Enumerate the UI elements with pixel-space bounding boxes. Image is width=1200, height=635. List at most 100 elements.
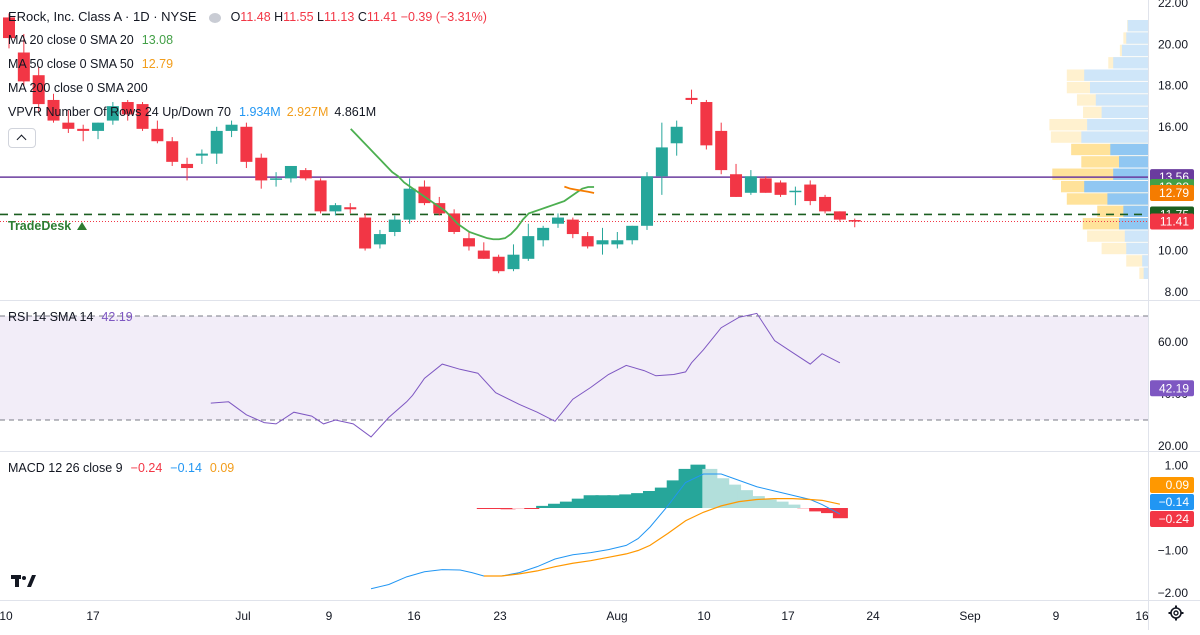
candle-body [106, 106, 119, 121]
candle-body [255, 157, 268, 181]
vpvr-bar-up [1124, 230, 1148, 242]
candle-body [789, 190, 802, 193]
candle-body [819, 196, 832, 212]
candle [210, 126, 223, 164]
price-axis-tick: 18.00 [1158, 79, 1188, 93]
macd-last-label: 0.09 [1150, 477, 1194, 493]
macd-last-label-box [1150, 494, 1194, 510]
candle [166, 137, 179, 166]
candle [685, 89, 698, 105]
macd-histogram-bar [678, 468, 694, 508]
ma20-line [350, 128, 595, 241]
time-axis-tick: 10 [697, 609, 711, 623]
candle [730, 163, 743, 197]
ma200-legend[interactable]: MA 200 close 0 SMA 200 [8, 80, 148, 96]
vpvr-bar-up [1121, 44, 1148, 57]
rsi-band-fill [0, 316, 1148, 420]
candle-body [403, 188, 416, 220]
candle-body [210, 130, 223, 154]
candle-body [388, 219, 401, 232]
vpvr-label: VPVR Number Of Rows 24 Up/Down 70 [8, 105, 232, 119]
candle [121, 99, 134, 121]
vpvr-total-value: 4.861M [334, 105, 377, 119]
candle-body [477, 250, 490, 259]
symbol-title[interactable]: ERock, Inc. Class A · 1D · NYSE [8, 9, 197, 24]
ma20-legend[interactable]: MA 20 close 0 SMA 20 13.08 [8, 32, 173, 48]
candle [47, 93, 60, 123]
candle-body [47, 99, 60, 121]
visibility-eye-icon[interactable] [208, 12, 221, 23]
candle [299, 168, 312, 181]
macd-histogram-bar [548, 503, 564, 508]
macd-last-label-text: −0.14 [1159, 495, 1190, 509]
candle [92, 122, 105, 140]
close-value: 11.41 [366, 10, 398, 24]
rsi-last-label-text: 42.19 [1159, 381, 1189, 395]
time-axis-tick: Jul [235, 609, 250, 623]
macd-histogram-bar [832, 508, 848, 519]
vpvr-legend[interactable]: VPVR Number Of Rows 24 Up/Down 70 1.934M 2… [8, 104, 376, 120]
ma50-label: MA 50 close 0 SMA 50 [8, 57, 134, 71]
rsi-legend[interactable]: RSI 14 SMA 14 42.19 [8, 309, 133, 325]
candle-body [492, 256, 505, 272]
candle-body [359, 217, 372, 249]
candle-body [433, 203, 446, 214]
macd-histogram-bar [607, 495, 623, 508]
macd-line-value: −0.14 [170, 461, 202, 475]
candle-body [522, 236, 535, 259]
macd-signal-value: 0.09 [209, 461, 235, 475]
tradingview-logo-icon[interactable] [11, 573, 37, 589]
tradedesk-annotation[interactable]: TradeDesk [8, 219, 88, 233]
vpvr-bar-down [1052, 168, 1148, 180]
candle [77, 124, 90, 142]
vpvr-bar-up [1127, 19, 1148, 32]
macd-histogram-bar [690, 464, 706, 508]
candle-body [62, 122, 75, 129]
rsi-line [210, 312, 841, 438]
candle [819, 194, 832, 214]
gear-icon[interactable] [1168, 605, 1184, 621]
candle [195, 149, 208, 164]
candle [641, 172, 654, 230]
vpvr-bar-up [1081, 131, 1148, 143]
macd-legend[interactable]: MACD 12 26 close 9 −0.24 −0.14 0.09 [8, 460, 234, 476]
macd-histogram [476, 464, 848, 519]
vpvr-bar-up [1110, 143, 1148, 156]
macd-histogram-bar [702, 468, 718, 508]
candle-body [121, 102, 134, 115]
macd-histogram-bar [619, 494, 635, 508]
price-label-text: 12.79 [1159, 186, 1189, 200]
vpvr-bar-up [1142, 255, 1148, 267]
candle-body [566, 219, 579, 235]
candle [848, 218, 861, 228]
candle-body [833, 211, 846, 220]
vpvr-down-value: 2.927M [286, 105, 329, 119]
macd-histogram-bar [654, 487, 670, 508]
ma50-legend[interactable]: MA 50 close 0 SMA 50 12.79 [8, 56, 173, 72]
candle-body [670, 126, 683, 144]
candle [329, 203, 342, 216]
vpvr-bar-up [1119, 156, 1148, 168]
vpvr-bar-up [1143, 267, 1148, 279]
candle-body [774, 182, 787, 195]
macd-histogram-bar [785, 504, 801, 508]
candle [151, 120, 164, 144]
candle [537, 225, 550, 247]
candle [596, 227, 609, 255]
collapse-legend-button[interactable] [8, 128, 36, 148]
candle [388, 215, 401, 237]
candle [670, 120, 683, 156]
candle [284, 165, 297, 183]
macd-hist-value: −0.24 [130, 461, 163, 475]
candle-body [715, 130, 728, 171]
candle [462, 231, 475, 251]
candle-body [462, 238, 475, 247]
macd-histogram-bar [809, 508, 825, 512]
candle [700, 99, 713, 150]
ma50-line [564, 185, 595, 194]
macd-histogram-bar [749, 496, 765, 508]
candle [181, 157, 194, 181]
price-axis-tick: 8.00 [1165, 285, 1189, 299]
